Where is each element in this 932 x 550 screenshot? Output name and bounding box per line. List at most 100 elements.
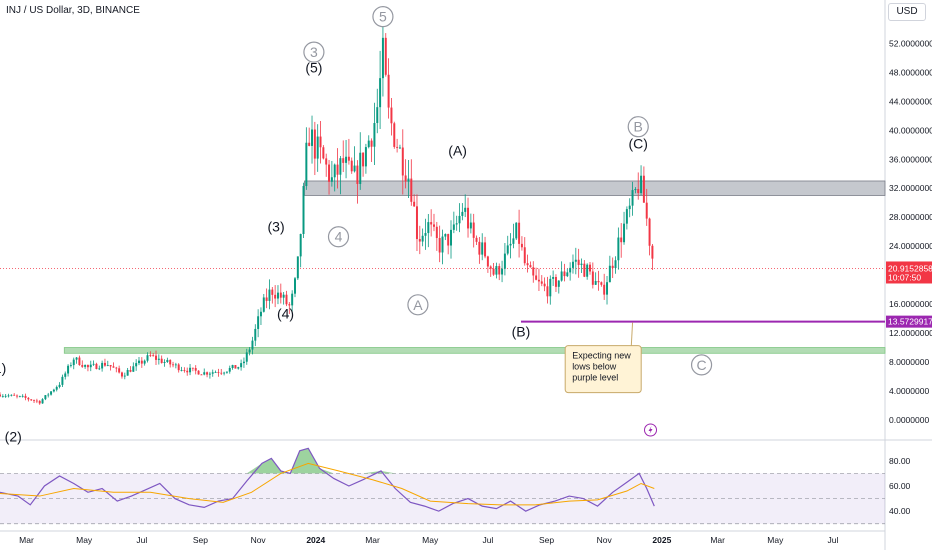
candle xyxy=(591,262,594,289)
candle-body xyxy=(418,239,421,242)
candle-body xyxy=(169,359,172,365)
x-tick-label: May xyxy=(76,535,93,545)
candle xyxy=(146,352,149,363)
candle xyxy=(503,242,506,276)
candle-body xyxy=(464,207,467,212)
candle-body xyxy=(586,264,589,277)
candle xyxy=(143,359,146,366)
x-tick-label: Nov xyxy=(597,535,613,545)
wave-label-circle xyxy=(372,6,394,28)
wave-label: (5) xyxy=(305,59,322,75)
candle xyxy=(469,213,472,234)
candle-body xyxy=(118,368,121,373)
candle xyxy=(328,159,331,195)
candle-body xyxy=(234,365,237,369)
candle xyxy=(86,364,89,372)
candle-body xyxy=(268,289,271,301)
candle xyxy=(160,355,163,364)
candle-body xyxy=(648,218,651,246)
candle xyxy=(7,393,10,398)
candle-body xyxy=(435,226,438,239)
candle-body xyxy=(339,158,342,175)
candle-body xyxy=(319,136,322,148)
candle-body xyxy=(577,259,580,265)
candle xyxy=(308,127,311,147)
candle-body xyxy=(384,37,387,75)
candle xyxy=(390,97,393,136)
candle xyxy=(21,394,24,398)
candle xyxy=(455,215,458,231)
candle xyxy=(276,285,279,305)
candle-body xyxy=(549,278,552,297)
candle-body xyxy=(237,367,240,369)
candle xyxy=(55,385,58,392)
candle-body xyxy=(515,222,518,239)
candle xyxy=(157,354,160,365)
candle-body xyxy=(4,395,7,397)
candle xyxy=(362,152,365,177)
candle-body xyxy=(146,355,149,361)
candle-body xyxy=(322,147,325,159)
x-tick-label: Jul xyxy=(828,535,839,545)
candle xyxy=(257,309,260,338)
candle xyxy=(432,213,435,232)
candle xyxy=(268,279,271,310)
candle-body xyxy=(137,360,140,364)
wave-label-circle xyxy=(690,354,713,376)
candle-body xyxy=(520,243,523,248)
candle xyxy=(353,146,356,173)
candle-body xyxy=(0,394,1,397)
candle-body xyxy=(135,363,138,367)
wave-label: A xyxy=(413,297,423,313)
wave-label: B xyxy=(634,119,643,135)
candle-body xyxy=(620,237,623,243)
candle xyxy=(50,390,53,396)
candle-body xyxy=(282,294,285,298)
candle xyxy=(183,367,186,373)
candle-body xyxy=(115,367,118,369)
candle-body xyxy=(467,207,470,229)
candle xyxy=(498,263,501,281)
candle xyxy=(214,370,217,373)
candle-body xyxy=(143,360,146,364)
candle xyxy=(135,359,138,371)
candle-body xyxy=(225,371,228,373)
candle xyxy=(211,369,214,377)
candle xyxy=(203,368,206,376)
candle xyxy=(520,236,523,251)
candle-body xyxy=(373,123,376,147)
candle-body xyxy=(489,266,492,269)
candle-body xyxy=(645,202,648,219)
resistance-zone xyxy=(304,180,886,196)
candle-body xyxy=(424,233,427,236)
candle xyxy=(288,302,291,314)
wave-label: 3 xyxy=(310,44,318,60)
candle xyxy=(101,360,104,372)
candle-body xyxy=(580,263,583,265)
candle xyxy=(106,360,109,367)
candle xyxy=(262,293,265,313)
candle xyxy=(285,290,288,307)
candle xyxy=(172,361,175,368)
candle-body xyxy=(50,391,53,395)
last-price-label: 20.9152858 xyxy=(888,263,932,273)
candle xyxy=(225,371,228,374)
candle xyxy=(81,360,84,368)
y-tick-label: 0.0000000 xyxy=(889,415,929,425)
candle-body xyxy=(600,282,603,285)
candle xyxy=(316,124,319,172)
candle xyxy=(84,364,87,369)
candle-body xyxy=(492,268,495,275)
currency-button[interactable]: USD xyxy=(888,3,926,21)
candle xyxy=(174,362,177,369)
candle xyxy=(563,263,566,282)
candle xyxy=(30,398,33,401)
candle xyxy=(345,140,348,179)
candle-body xyxy=(33,400,36,402)
candle xyxy=(291,290,294,313)
candle xyxy=(404,159,407,189)
candle xyxy=(220,368,223,376)
candle-body xyxy=(24,395,27,398)
candle-body xyxy=(333,164,336,178)
candle xyxy=(194,365,197,375)
